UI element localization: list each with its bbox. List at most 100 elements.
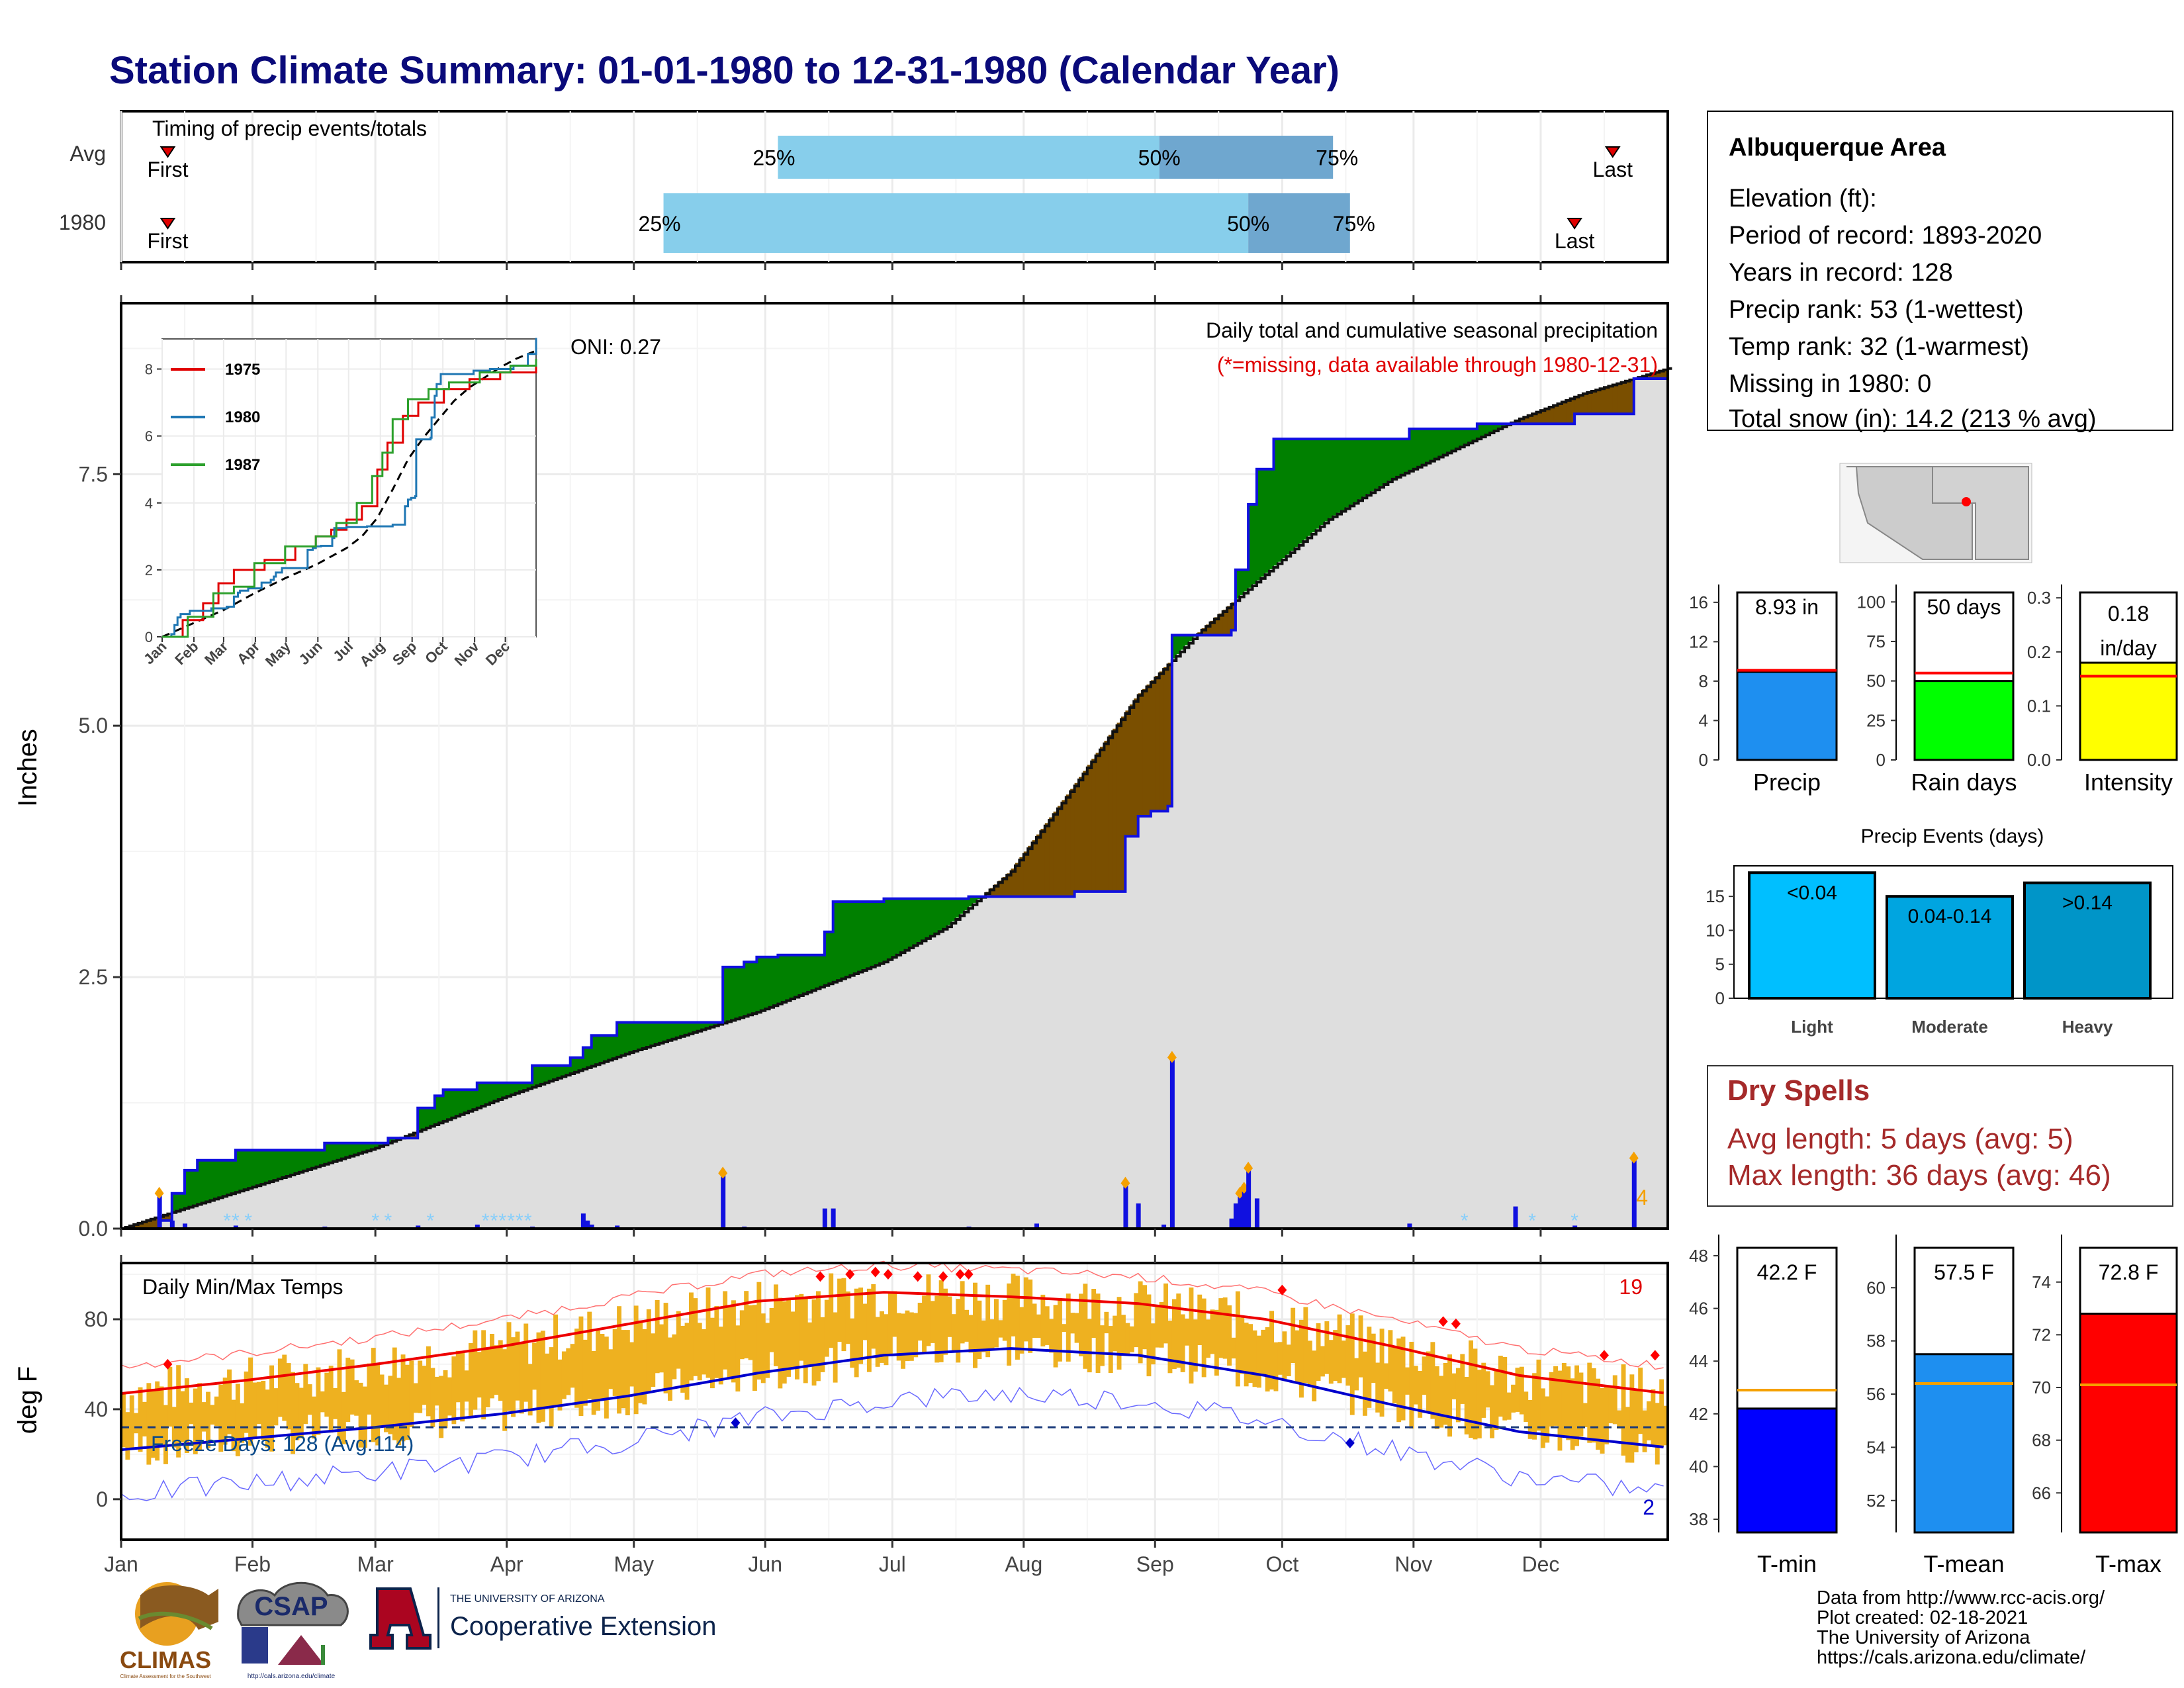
month-label: Dec	[1522, 1552, 1559, 1576]
surplus-area	[265, 1150, 270, 1183]
deficit-area	[1134, 698, 1139, 837]
daily-temp-bar	[1337, 1314, 1342, 1383]
daily-temp-bar	[375, 1364, 381, 1446]
daily-temp-bar	[718, 1327, 723, 1385]
daily-temp-bar	[1282, 1331, 1287, 1380]
station-line-7: Total snow (in): 14.2 (213 % avg)	[1729, 405, 2097, 433]
deficit-area	[142, 1221, 147, 1229]
temp-bar-value	[2079, 1313, 2178, 1534]
daily-temp-bar	[621, 1330, 626, 1409]
deficit-area	[1201, 628, 1206, 635]
daily-temp-bar	[379, 1374, 385, 1428]
daily-temp-bar	[1633, 1391, 1639, 1452]
daily-temp-bar	[769, 1307, 774, 1352]
surplus-area	[1418, 428, 1423, 467]
surplus-area	[731, 966, 736, 1020]
temp-panel: 0 40 80 Daily Min/Max Temps deg F Freeze D…	[13, 1229, 1669, 1576]
daily-temp-bar	[358, 1382, 363, 1448]
timing-label-50: 50%	[1227, 212, 1269, 236]
record-high-marker	[964, 1268, 974, 1280]
temp-bar-ytick-label: 72	[2032, 1325, 2051, 1344]
daily-temp-bar	[1138, 1281, 1143, 1364]
dry-spells-box: Dry Spells Avg length: 5 days (avg: 5) M…	[1707, 1065, 2173, 1207]
surplus-area	[566, 1065, 571, 1075]
deficit-area	[1062, 800, 1067, 897]
month-label: Oct	[1265, 1552, 1298, 1576]
daily-temp-bar	[676, 1311, 681, 1369]
inset-line-1987	[162, 359, 537, 638]
daily-temp-bar	[629, 1342, 635, 1387]
snow-marker: *	[507, 1210, 515, 1232]
month-label: Jan	[104, 1552, 138, 1576]
daily-temp-bar	[1379, 1329, 1385, 1417]
daily-temp-bar	[400, 1354, 406, 1442]
record-high-marker	[1438, 1316, 1448, 1327]
daily-temp-bar	[282, 1354, 287, 1421]
daily-temp-bar	[659, 1324, 664, 1373]
daily-temp-bar	[1625, 1407, 1630, 1463]
daily-precip-bar	[589, 1224, 594, 1229]
surplus-area	[549, 1065, 554, 1081]
station-line-5: Temp rank: 32 (1-warmest)	[1729, 333, 2029, 361]
precip-areas	[121, 330, 1672, 1230]
daily-temp-bar	[1222, 1297, 1228, 1359]
events-bar	[2023, 881, 2152, 1000]
surplus-area	[324, 1143, 330, 1164]
surplus-area	[1320, 439, 1325, 525]
deficit-area	[1570, 398, 1575, 424]
daily-temp-bar	[1413, 1366, 1418, 1405]
timing-row-label-1980: 1980	[59, 211, 106, 234]
surplus-area	[1371, 439, 1376, 492]
surplus-area	[1451, 428, 1457, 450]
daily-temp-bar	[371, 1348, 376, 1442]
daily-precip-bar	[1034, 1223, 1039, 1229]
timing-panel: 25% 50% 75% First Last 25% 50% 75% First Last Tim…	[59, 110, 1669, 302]
daily-temp-bar	[354, 1380, 359, 1416]
daily-temp-bar	[858, 1288, 863, 1364]
surplus-area	[312, 1150, 317, 1168]
footer-line-1: Data from http://www.rcc-acis.org/	[1817, 1587, 2105, 1609]
daily-temp-bar	[540, 1331, 545, 1422]
surplus-area	[519, 1082, 524, 1092]
deficit-area	[1116, 722, 1122, 892]
surplus-area	[1469, 428, 1474, 442]
deficit-area	[1028, 845, 1033, 897]
timing-grid	[120, 111, 1605, 302]
daily-precip-bar	[1161, 1224, 1167, 1229]
mini-bar-ytick-label: 75	[1866, 632, 1886, 651]
daily-temp-bar	[273, 1388, 279, 1426]
deficit-area	[994, 884, 999, 897]
daily-temp-bar	[1032, 1303, 1037, 1338]
surplus-area	[956, 898, 961, 918]
deficit-area	[1129, 704, 1134, 837]
daily-temp-bar	[298, 1387, 304, 1438]
deficit-area	[1079, 776, 1083, 892]
surplus-area	[1176, 635, 1181, 655]
record-high-marker	[163, 1358, 173, 1370]
deficit-area	[1231, 602, 1236, 630]
daily-temp-bar	[1553, 1366, 1558, 1426]
daily-temp-bar	[1574, 1365, 1579, 1446]
snow-marker: *	[427, 1210, 435, 1232]
daily-precip-bar	[169, 1220, 175, 1229]
deficit-area	[1167, 663, 1173, 806]
mini-bar-ytick-label: 0.1	[2027, 696, 2051, 716]
daily-temp-bar	[1176, 1293, 1181, 1368]
snow-marker: *	[524, 1210, 532, 1232]
page-title: Station Climate Summary: 01-01-1980 to 1…	[109, 49, 1340, 92]
deficit-area	[1100, 747, 1105, 892]
daily-temp-bar	[582, 1339, 588, 1406]
daily-precip-bar	[721, 1173, 726, 1229]
deficit-area	[1532, 412, 1537, 424]
inset-ytick-label: 2	[145, 562, 153, 579]
daily-temp-bar	[502, 1349, 508, 1431]
surplus-area	[540, 1065, 545, 1084]
surplus-area	[1439, 428, 1444, 456]
surplus-area	[782, 955, 787, 1002]
daily-temp-bar	[418, 1360, 423, 1413]
deficit-area	[1587, 391, 1592, 414]
surplus-area	[1299, 439, 1304, 543]
daily-temp-bar	[1058, 1298, 1062, 1362]
daily-temp-bar	[1095, 1293, 1101, 1373]
mini-bar-ytick-label: 0.3	[2027, 588, 2051, 608]
